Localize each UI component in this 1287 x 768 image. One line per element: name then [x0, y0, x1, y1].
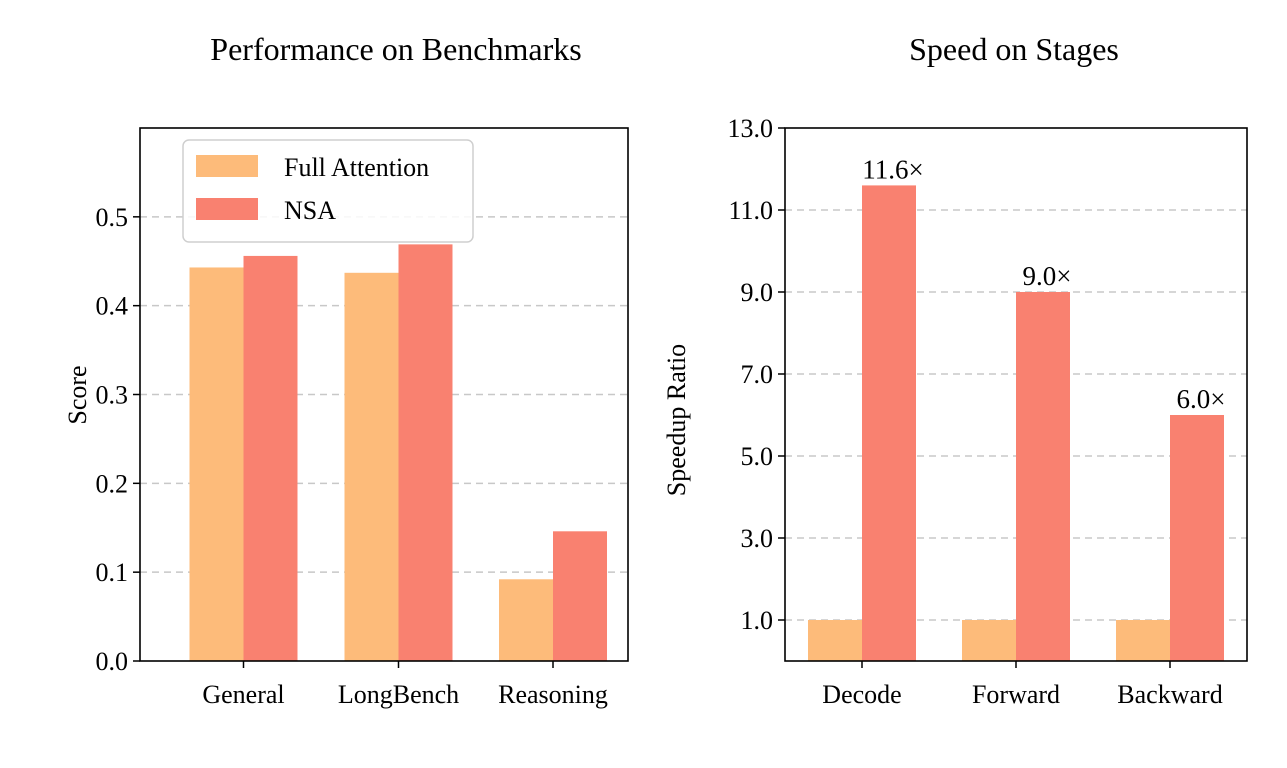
ytick-label: 1.0: [741, 606, 774, 635]
ytick-label: 13.0: [728, 114, 774, 143]
bar-full-attention-backward: [1116, 620, 1170, 661]
legend-label-full-attention: Full Attention: [284, 153, 429, 182]
xtick-label-general: General: [202, 680, 284, 709]
bar-nsa-decode: [862, 185, 916, 661]
annotations-speed: 11.6× 9.0× 6.0×: [862, 154, 1225, 414]
bars-performance: [189, 244, 607, 662]
yticks-speed: 1.0 3.0 5.0 7.0 9.0 11.0 13.0: [728, 114, 785, 635]
bar-full-attention-longbench: [344, 272, 399, 661]
xtick-label-longbench: LongBench: [338, 680, 459, 709]
ytick-label: 0.5: [96, 203, 129, 232]
bar-nsa-forward: [1016, 292, 1070, 661]
bar-nsa-backward: [1170, 415, 1224, 661]
ytick-label: 0.1: [96, 558, 129, 587]
ytick-label: 7.0: [741, 360, 774, 389]
bar-full-attention-reasoning: [499, 579, 553, 661]
speedup-annotation: 9.0×: [1023, 261, 1072, 291]
bar-full-attention-forward: [962, 620, 1016, 661]
xticks-performance: General LongBench Reasoning: [202, 661, 608, 709]
ytick-label: 9.0: [741, 278, 774, 307]
xticks-speed: Decode Forward Backward: [822, 661, 1223, 709]
chart-speed: Speed on Stages 1.03.05.07.09.011.013.0 …: [662, 31, 1248, 709]
legend-swatch-full-attention: [196, 155, 258, 177]
speedup-annotation: 11.6×: [862, 154, 923, 184]
chart-title-speed: Speed on Stages: [909, 31, 1119, 67]
ytick-label: 5.0: [741, 442, 774, 471]
chart-performance: Performance on Benchmarks 0.00.10.20.30.…: [63, 31, 629, 709]
ytick-label: 0.3: [96, 381, 129, 410]
speedup-annotation: 6.0×: [1177, 384, 1226, 414]
legend-swatch-nsa: [196, 198, 258, 220]
ytick-label: 0.2: [96, 469, 129, 498]
ytick-label: 11.0: [728, 196, 773, 225]
bar-nsa-longbench: [398, 244, 453, 661]
xtick-label-decode: Decode: [822, 680, 901, 709]
legend-label-nsa: NSA: [284, 196, 336, 225]
legend: Full Attention NSA: [182, 139, 474, 243]
axes-frame-speed: [784, 127, 1248, 662]
xtick-label-forward: Forward: [972, 680, 1060, 709]
bar-full-attention-decode: [808, 620, 862, 661]
ytick-label: 3.0: [741, 524, 774, 553]
xtick-label-backward: Backward: [1117, 680, 1222, 709]
bar-full-attention-general: [189, 267, 244, 661]
bars-speed: [808, 185, 1224, 661]
xtick-label-reasoning: Reasoning: [498, 680, 608, 709]
yticks-performance: 0.0 0.1 0.2 0.3 0.4 0.5: [96, 203, 140, 676]
bar-nsa-general: [243, 255, 298, 662]
chart-title-performance: Performance on Benchmarks: [210, 31, 581, 67]
axes-frame-performance: [139, 127, 629, 662]
ylabel-speed: Speedup Ratio: [662, 344, 691, 496]
ytick-label: 0.0: [96, 647, 129, 676]
ytick-label: 0.4: [96, 292, 129, 321]
ylabel-performance: Score: [63, 365, 92, 424]
bar-nsa-reasoning: [553, 531, 607, 661]
